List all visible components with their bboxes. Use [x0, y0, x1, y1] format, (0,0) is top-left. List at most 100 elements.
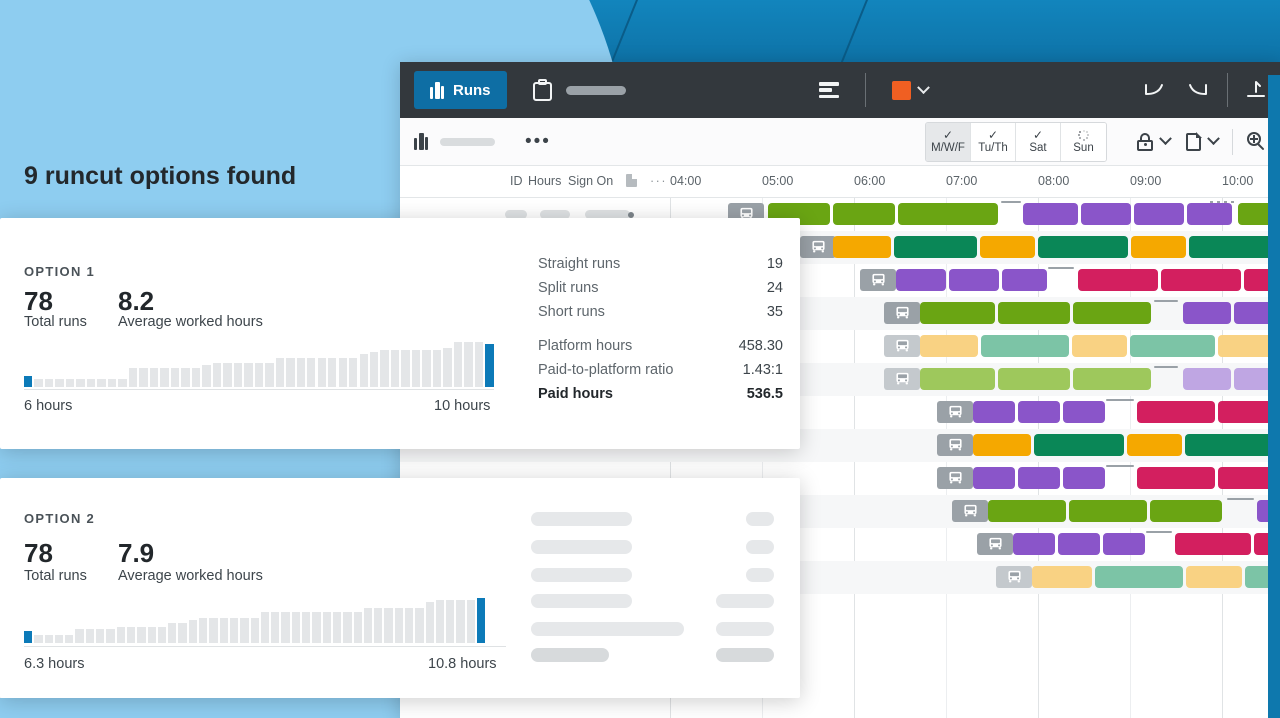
- column-overflow[interactable]: ···: [650, 174, 667, 188]
- gantt-block[interactable]: [1034, 434, 1124, 456]
- gantt-block[interactable]: [894, 236, 977, 258]
- bus-icon-badge[interactable]: [937, 467, 973, 489]
- file-icon: [626, 174, 637, 187]
- histogram-bar: [260, 612, 270, 643]
- gantt-block[interactable]: [1161, 269, 1241, 291]
- gantt-block[interactable]: [1058, 533, 1100, 555]
- gantt-block[interactable]: [1131, 236, 1186, 258]
- chevron-down-icon[interactable]: [916, 80, 930, 94]
- gantt-block[interactable]: [998, 302, 1070, 324]
- gantt-block[interactable]: [998, 368, 1070, 390]
- gantt-block[interactable]: [1073, 368, 1151, 390]
- histogram-bar: [96, 629, 105, 643]
- gantt-block[interactable]: [1137, 401, 1215, 423]
- color-swatch-button[interactable]: [891, 80, 911, 100]
- gantt-block[interactable]: [1081, 203, 1131, 225]
- bus-icon-badge[interactable]: [884, 368, 920, 390]
- gantt-block[interactable]: [949, 269, 999, 291]
- day-button-sun[interactable]: Sun: [1061, 122, 1106, 161]
- bus-icon-badge[interactable]: [937, 434, 973, 456]
- gantt-block[interactable]: [1063, 401, 1105, 423]
- bus-icon-badge[interactable]: [860, 269, 896, 291]
- more-options-button[interactable]: •••: [525, 130, 551, 152]
- gantt-block[interactable]: [1189, 236, 1280, 258]
- column-signon[interactable]: Sign On: [568, 174, 614, 188]
- gantt-block[interactable]: [898, 203, 998, 225]
- page-icon[interactable]: [1186, 131, 1202, 151]
- gantt-block[interactable]: [1137, 467, 1215, 489]
- gantt-block[interactable]: [1218, 335, 1280, 357]
- option-1-histogram-min-label: 6 hours: [24, 398, 73, 414]
- gantt-block[interactable]: [1018, 401, 1060, 423]
- histogram-bar: [474, 342, 484, 387]
- gantt-block[interactable]: [1038, 236, 1128, 258]
- bus-icon-badge[interactable]: [800, 236, 836, 258]
- gantt-block[interactable]: [920, 335, 978, 357]
- gantt-block[interactable]: [1069, 500, 1147, 522]
- skeleton-value: [746, 512, 774, 526]
- day-button-sat[interactable]: ✓ Sat: [1016, 122, 1061, 161]
- zoom-in-icon[interactable]: [1247, 132, 1266, 151]
- gantt-block[interactable]: [1175, 533, 1251, 555]
- gantt-block[interactable]: [1150, 500, 1222, 522]
- gantt-block[interactable]: [973, 467, 1015, 489]
- gantt-block[interactable]: [1183, 302, 1231, 324]
- redo-icon[interactable]: [1187, 81, 1209, 99]
- option-1-card[interactable]: OPTION 1 78 Total runs 8.2 Average worke…: [0, 218, 800, 449]
- histogram-bar: [275, 358, 285, 387]
- gantt-block[interactable]: [1063, 467, 1105, 489]
- gantt-block[interactable]: [980, 236, 1035, 258]
- export-icon[interactable]: [1246, 80, 1266, 100]
- bus-icon-badge[interactable]: [884, 302, 920, 324]
- gantt-block[interactable]: [920, 302, 995, 324]
- gantt-block[interactable]: [981, 335, 1069, 357]
- bus-icon-badge[interactable]: [977, 533, 1013, 555]
- clipboard-icon[interactable]: [532, 79, 552, 101]
- lock-icon[interactable]: [1137, 132, 1153, 151]
- column-hours[interactable]: Hours: [528, 174, 562, 188]
- bus-icon-badge[interactable]: [884, 335, 920, 357]
- gantt-block[interactable]: [1218, 467, 1280, 489]
- option-2-card[interactable]: OPTION 2 78 Total runs 7.9 Average worke…: [0, 478, 800, 698]
- day-button-tuth[interactable]: ✓ Tu/Th: [971, 122, 1016, 161]
- gantt-block[interactable]: [1013, 533, 1055, 555]
- gantt-block[interactable]: [1130, 335, 1215, 357]
- gantt-block[interactable]: [833, 236, 891, 258]
- stat-value: 35: [766, 304, 783, 320]
- gantt-block[interactable]: [1127, 434, 1182, 456]
- gantt-block[interactable]: [1072, 335, 1127, 357]
- gantt-block[interactable]: [1018, 467, 1060, 489]
- gantt-block[interactable]: [1134, 203, 1184, 225]
- gantt-block[interactable]: [896, 269, 946, 291]
- gantt-block[interactable]: [1185, 434, 1280, 456]
- chevron-down-icon-lock[interactable]: [1159, 132, 1172, 146]
- stat-key: Paid hours: [538, 386, 613, 402]
- gantt-block[interactable]: [1002, 269, 1047, 291]
- gantt-block[interactable]: [1032, 566, 1092, 588]
- gantt-block[interactable]: [1186, 566, 1242, 588]
- bus-icon-badge[interactable]: [937, 401, 973, 423]
- gantt-block[interactable]: [1103, 533, 1145, 555]
- tab-runs[interactable]: Runs: [414, 71, 507, 109]
- gantt-block[interactable]: [1023, 203, 1078, 225]
- undo-icon[interactable]: [1143, 81, 1165, 99]
- day-button-mwf[interactable]: ✓ M/W/F: [926, 122, 971, 161]
- gantt-block[interactable]: [833, 203, 895, 225]
- gantt-block[interactable]: [973, 434, 1031, 456]
- gantt-block[interactable]: [920, 368, 995, 390]
- column-id[interactable]: ID: [510, 174, 523, 188]
- gantt-block[interactable]: [1095, 566, 1183, 588]
- chevron-down-icon-page[interactable]: [1207, 132, 1220, 146]
- gantt-block[interactable]: [988, 500, 1066, 522]
- gantt-block[interactable]: [973, 401, 1015, 423]
- gantt-block[interactable]: [1078, 269, 1158, 291]
- align-icon[interactable]: [818, 82, 839, 98]
- gantt-block[interactable]: [1073, 302, 1151, 324]
- bus-icon-badge[interactable]: [952, 500, 988, 522]
- gantt-deadhead: [1001, 201, 1021, 203]
- gantt-block[interactable]: [1218, 401, 1280, 423]
- bus-icon-badge[interactable]: [996, 566, 1032, 588]
- gantt-block[interactable]: [1187, 203, 1232, 225]
- histogram-bar: [250, 618, 259, 643]
- gantt-block[interactable]: [1183, 368, 1231, 390]
